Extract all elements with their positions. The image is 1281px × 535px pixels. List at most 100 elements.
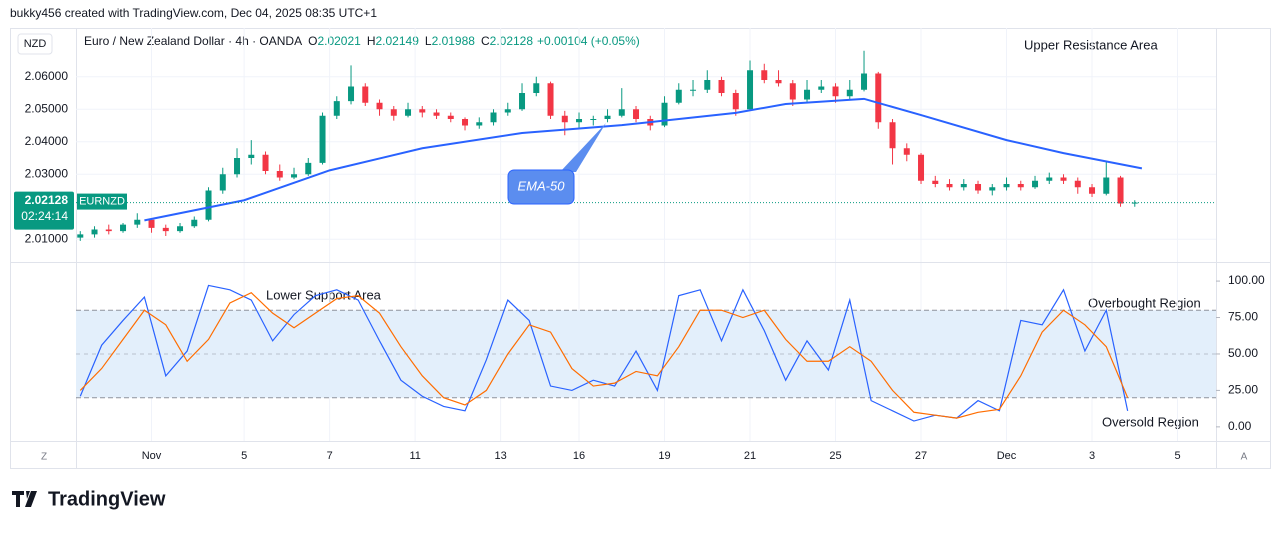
candle-body — [533, 83, 540, 93]
y-tick-label: 2.03000 — [25, 166, 69, 180]
y-tick-label: 50.00 — [1228, 346, 1258, 360]
auto-button[interactable]: A — [1241, 452, 1248, 463]
y-tick-label: 2.01000 — [25, 231, 69, 245]
candle-body — [590, 119, 597, 120]
zoom-button[interactable]: Z — [41, 452, 47, 463]
candle-body — [462, 119, 469, 126]
candle-body — [618, 109, 625, 116]
candle-body — [390, 109, 397, 116]
legend-key: C — [481, 34, 490, 48]
candle-body — [262, 154, 269, 171]
candle-body — [1046, 177, 1053, 181]
x-tick-label: 27 — [915, 450, 927, 462]
annotation: Upper Resistance Area — [1024, 37, 1158, 52]
currency: NZD — [24, 38, 47, 50]
candle-body — [490, 112, 497, 123]
candle-body — [447, 115, 454, 119]
candle-body — [1032, 180, 1039, 188]
candle-body — [305, 162, 312, 175]
candle-body — [348, 86, 355, 102]
candle-body — [162, 227, 169, 232]
candle-body — [134, 219, 141, 225]
candle-body — [604, 115, 611, 119]
candle-body — [234, 158, 241, 175]
x-tick-label: 7 — [327, 450, 333, 462]
currency-box[interactable] — [17, 33, 53, 55]
candle-body — [861, 73, 868, 90]
candle-body — [376, 102, 383, 110]
candle-body — [661, 102, 668, 126]
ema-callout: EMA-50 — [507, 123, 606, 205]
callout-pointer — [560, 123, 606, 172]
band-fill — [76, 310, 1216, 398]
candle-body — [747, 70, 754, 110]
candle-body — [148, 219, 155, 228]
series-line — [79, 292, 1129, 419]
candle-body — [946, 184, 953, 188]
candle-body — [989, 187, 996, 191]
x-tick-label: 5 — [1174, 450, 1180, 462]
candle-body — [1131, 202, 1138, 204]
candle-body — [191, 219, 198, 227]
y-tick-label: 2.05000 — [25, 101, 69, 115]
candle-body — [690, 89, 697, 91]
legend-key: L — [425, 34, 432, 48]
x-tick-label: Dec — [997, 450, 1017, 462]
candle-body — [576, 119, 583, 123]
legend-value: 2.02128 — [490, 34, 534, 48]
candle-body — [120, 224, 127, 232]
chart-frame — [10, 28, 1271, 469]
y-tick-label: 0.00 — [1228, 419, 1252, 433]
x-tick-label: 16 — [573, 450, 585, 462]
candle-body — [91, 229, 98, 235]
candle-body — [875, 73, 882, 123]
candle-body — [846, 89, 853, 97]
candle-body — [319, 115, 326, 163]
candle-body — [77, 234, 84, 238]
legend-change: +0.00104 (+0.05%) — [537, 34, 640, 48]
annotation: Lower Support Area — [266, 287, 382, 302]
legend: Euro / New Zealand Dollar · 4h · OANDA O2… — [84, 34, 640, 48]
candle-body — [918, 154, 925, 181]
candle-body — [433, 112, 440, 116]
candle-body — [1117, 177, 1124, 204]
brand-name: TradingView — [48, 488, 166, 510]
annotation: Oversold Region — [1102, 414, 1199, 429]
y-tick-label: 100.00 — [1228, 273, 1265, 287]
countdown: 02:24:14 — [21, 209, 68, 223]
candle-body — [248, 154, 255, 158]
x-tick-label: Nov — [142, 450, 162, 462]
x-tick-label: 11 — [409, 450, 420, 462]
last-price-label: 2.02128 — [25, 193, 69, 207]
y-tick-label: 2.04000 — [25, 134, 69, 148]
brand: TradingView — [12, 488, 166, 510]
candle-body — [889, 122, 896, 149]
candle-body — [675, 89, 682, 103]
candle-body — [1089, 187, 1096, 194]
callout-box — [507, 169, 575, 205]
candle-body — [1017, 184, 1024, 188]
candle-body — [291, 174, 298, 178]
candle-body — [1003, 184, 1010, 188]
last-price-tag — [14, 191, 74, 230]
candle-body — [832, 86, 839, 97]
legend-key: H — [367, 34, 376, 48]
x-tick-label: 3 — [1089, 450, 1095, 462]
candle-body — [804, 89, 811, 100]
candle-body — [789, 83, 796, 100]
candle-body — [276, 171, 283, 178]
candle-body — [718, 80, 725, 93]
candle-body — [818, 86, 825, 90]
candle-body — [1060, 177, 1067, 181]
instrument: Euro / New Zealand Dollar · 4h · OANDA — [84, 34, 302, 48]
candle-body — [362, 86, 369, 103]
legend-key: O — [308, 34, 317, 48]
legend-value: 2.02021 — [317, 34, 361, 48]
x-tick-label: 21 — [744, 450, 756, 462]
candle-body — [903, 148, 910, 155]
symbol-label: EURNZD — [79, 195, 125, 207]
annotation: Overbought Region — [1088, 295, 1201, 310]
candle-body — [419, 109, 426, 113]
